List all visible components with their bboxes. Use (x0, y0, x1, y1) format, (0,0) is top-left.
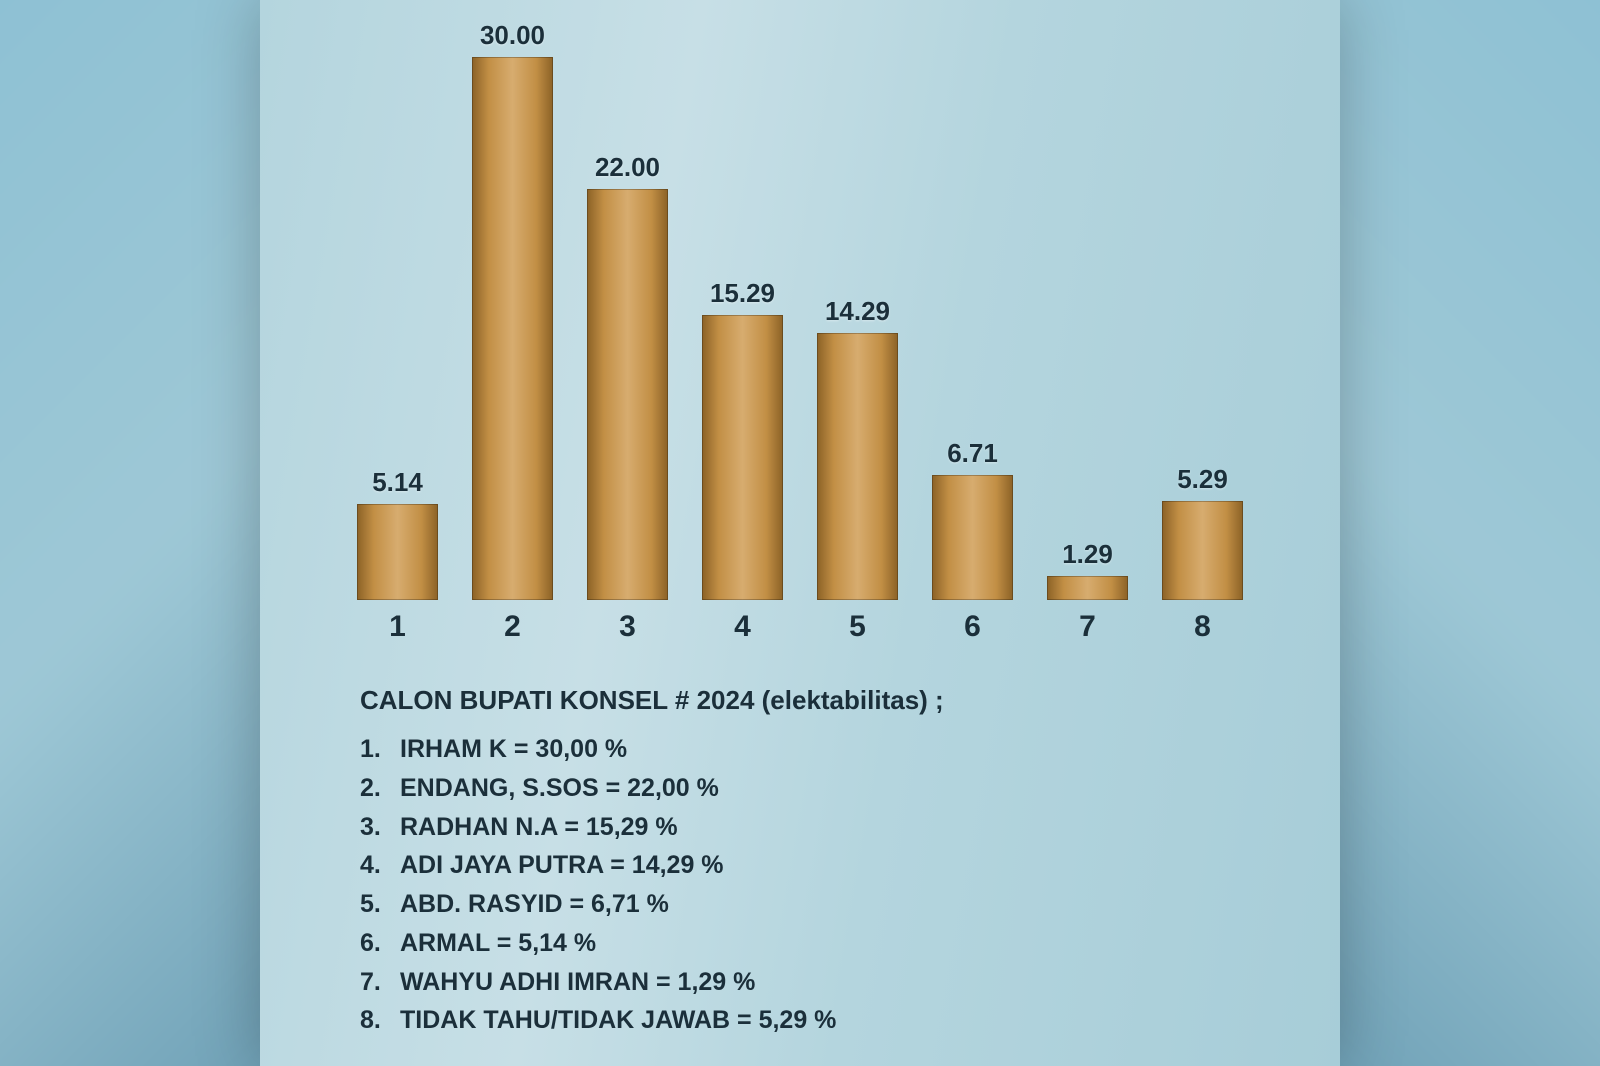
bar-slot-2: 30.00 (455, 20, 570, 600)
bar-slot-7: 1.29 (1030, 20, 1145, 600)
legend-title: CALON BUPATI KONSEL # 2024 (elektabilita… (360, 685, 1290, 716)
bar-slot-1: 5.14 (340, 20, 455, 600)
x-axis-label: 7 (1030, 610, 1145, 660)
bar-value-label: 5.14 (372, 467, 423, 498)
bar-value-label: 30.00 (480, 20, 545, 51)
bar (817, 333, 898, 600)
bar-slot-3: 22.00 (570, 20, 685, 600)
legend-item-index: 5. (360, 885, 400, 924)
bar (587, 189, 668, 600)
bar-value-label: 15.29 (710, 278, 775, 309)
legend-item: 7.WAHYU ADHI IMRAN = 1,29 % (360, 963, 1290, 1002)
x-axis-label: 6 (915, 610, 1030, 660)
bar-chart: 5.14 30.00 22.00 15.29 14.29 6.71 1.29 5.29 123… (290, 20, 1310, 660)
bar (357, 504, 438, 600)
bar (1162, 501, 1243, 600)
legend-item: 5.ABD. RASYID = 6,71 % (360, 885, 1290, 924)
legend-item: 6.ARMAL = 5,14 % (360, 924, 1290, 963)
legend-item: 4.ADI JAYA PUTRA = 14,29 % (360, 846, 1290, 885)
legend-item: 2.ENDANG, S.SOS = 22,00 % (360, 769, 1290, 808)
legend-item-index: 4. (360, 846, 400, 885)
bar-value-label: 22.00 (595, 152, 660, 183)
legend-item: 1.IRHAM K = 30,00 % (360, 730, 1290, 769)
legend-item-index: 3. (360, 808, 400, 847)
bar-value-label: 1.29 (1062, 539, 1113, 570)
x-axis-label: 3 (570, 610, 685, 660)
bar (472, 57, 553, 600)
bar (932, 475, 1013, 600)
legend: CALON BUPATI KONSEL # 2024 (elektabilita… (360, 685, 1290, 1040)
x-axis-label: 1 (340, 610, 455, 660)
x-axis-labels: 12345678 (340, 610, 1260, 660)
bar-value-label: 5.29 (1177, 464, 1228, 495)
x-axis-label: 4 (685, 610, 800, 660)
bar (702, 315, 783, 600)
bar-slot-5: 14.29 (800, 20, 915, 600)
legend-item-text: ABD. RASYID = 6,71 % (400, 890, 669, 918)
legend-item: 3.RADHAN N.A = 15,29 % (360, 808, 1290, 847)
legend-item-text: ARMAL = 5,14 % (400, 929, 596, 957)
legend-item-index: 7. (360, 963, 400, 1002)
bar-slot-6: 6.71 (915, 20, 1030, 600)
legend-item-text: TIDAK TAHU/TIDAK JAWAB = 5,29 % (400, 1006, 836, 1034)
legend-list: 1.IRHAM K = 30,00 %2.ENDANG, S.SOS = 22,… (360, 730, 1290, 1040)
legend-item-index: 1. (360, 730, 400, 769)
legend-item-text: ENDANG, S.SOS = 22,00 % (400, 774, 719, 802)
bar-value-label: 6.71 (947, 438, 998, 469)
bar (1047, 576, 1128, 600)
bars-container: 5.14 30.00 22.00 15.29 14.29 6.71 1.29 5.29 (340, 20, 1260, 600)
legend-item: 8.TIDAK TAHU/TIDAK JAWAB = 5,29 % (360, 1001, 1290, 1040)
legend-item-index: 6. (360, 924, 400, 963)
legend-item-text: IRHAM K = 30,00 % (400, 735, 627, 763)
chart-panel: 5.1430.0022.0015.2914.296.711.295.29 123… (260, 0, 1340, 1066)
x-axis-label: 2 (455, 610, 570, 660)
x-axis-label: 5 (800, 610, 915, 660)
bar-value-label: 14.29 (825, 296, 890, 327)
bar-slot-4: 15.29 (685, 20, 800, 600)
legend-item-index: 8. (360, 1001, 400, 1040)
legend-item-text: WAHYU ADHI IMRAN = 1,29 % (400, 968, 755, 996)
bar-slot-8: 5.29 (1145, 20, 1260, 600)
legend-item-text: ADI JAYA PUTRA = 14,29 % (400, 851, 724, 879)
legend-item-text: RADHAN N.A = 15,29 % (400, 813, 678, 841)
x-axis-label: 8 (1145, 610, 1260, 660)
legend-item-index: 2. (360, 769, 400, 808)
